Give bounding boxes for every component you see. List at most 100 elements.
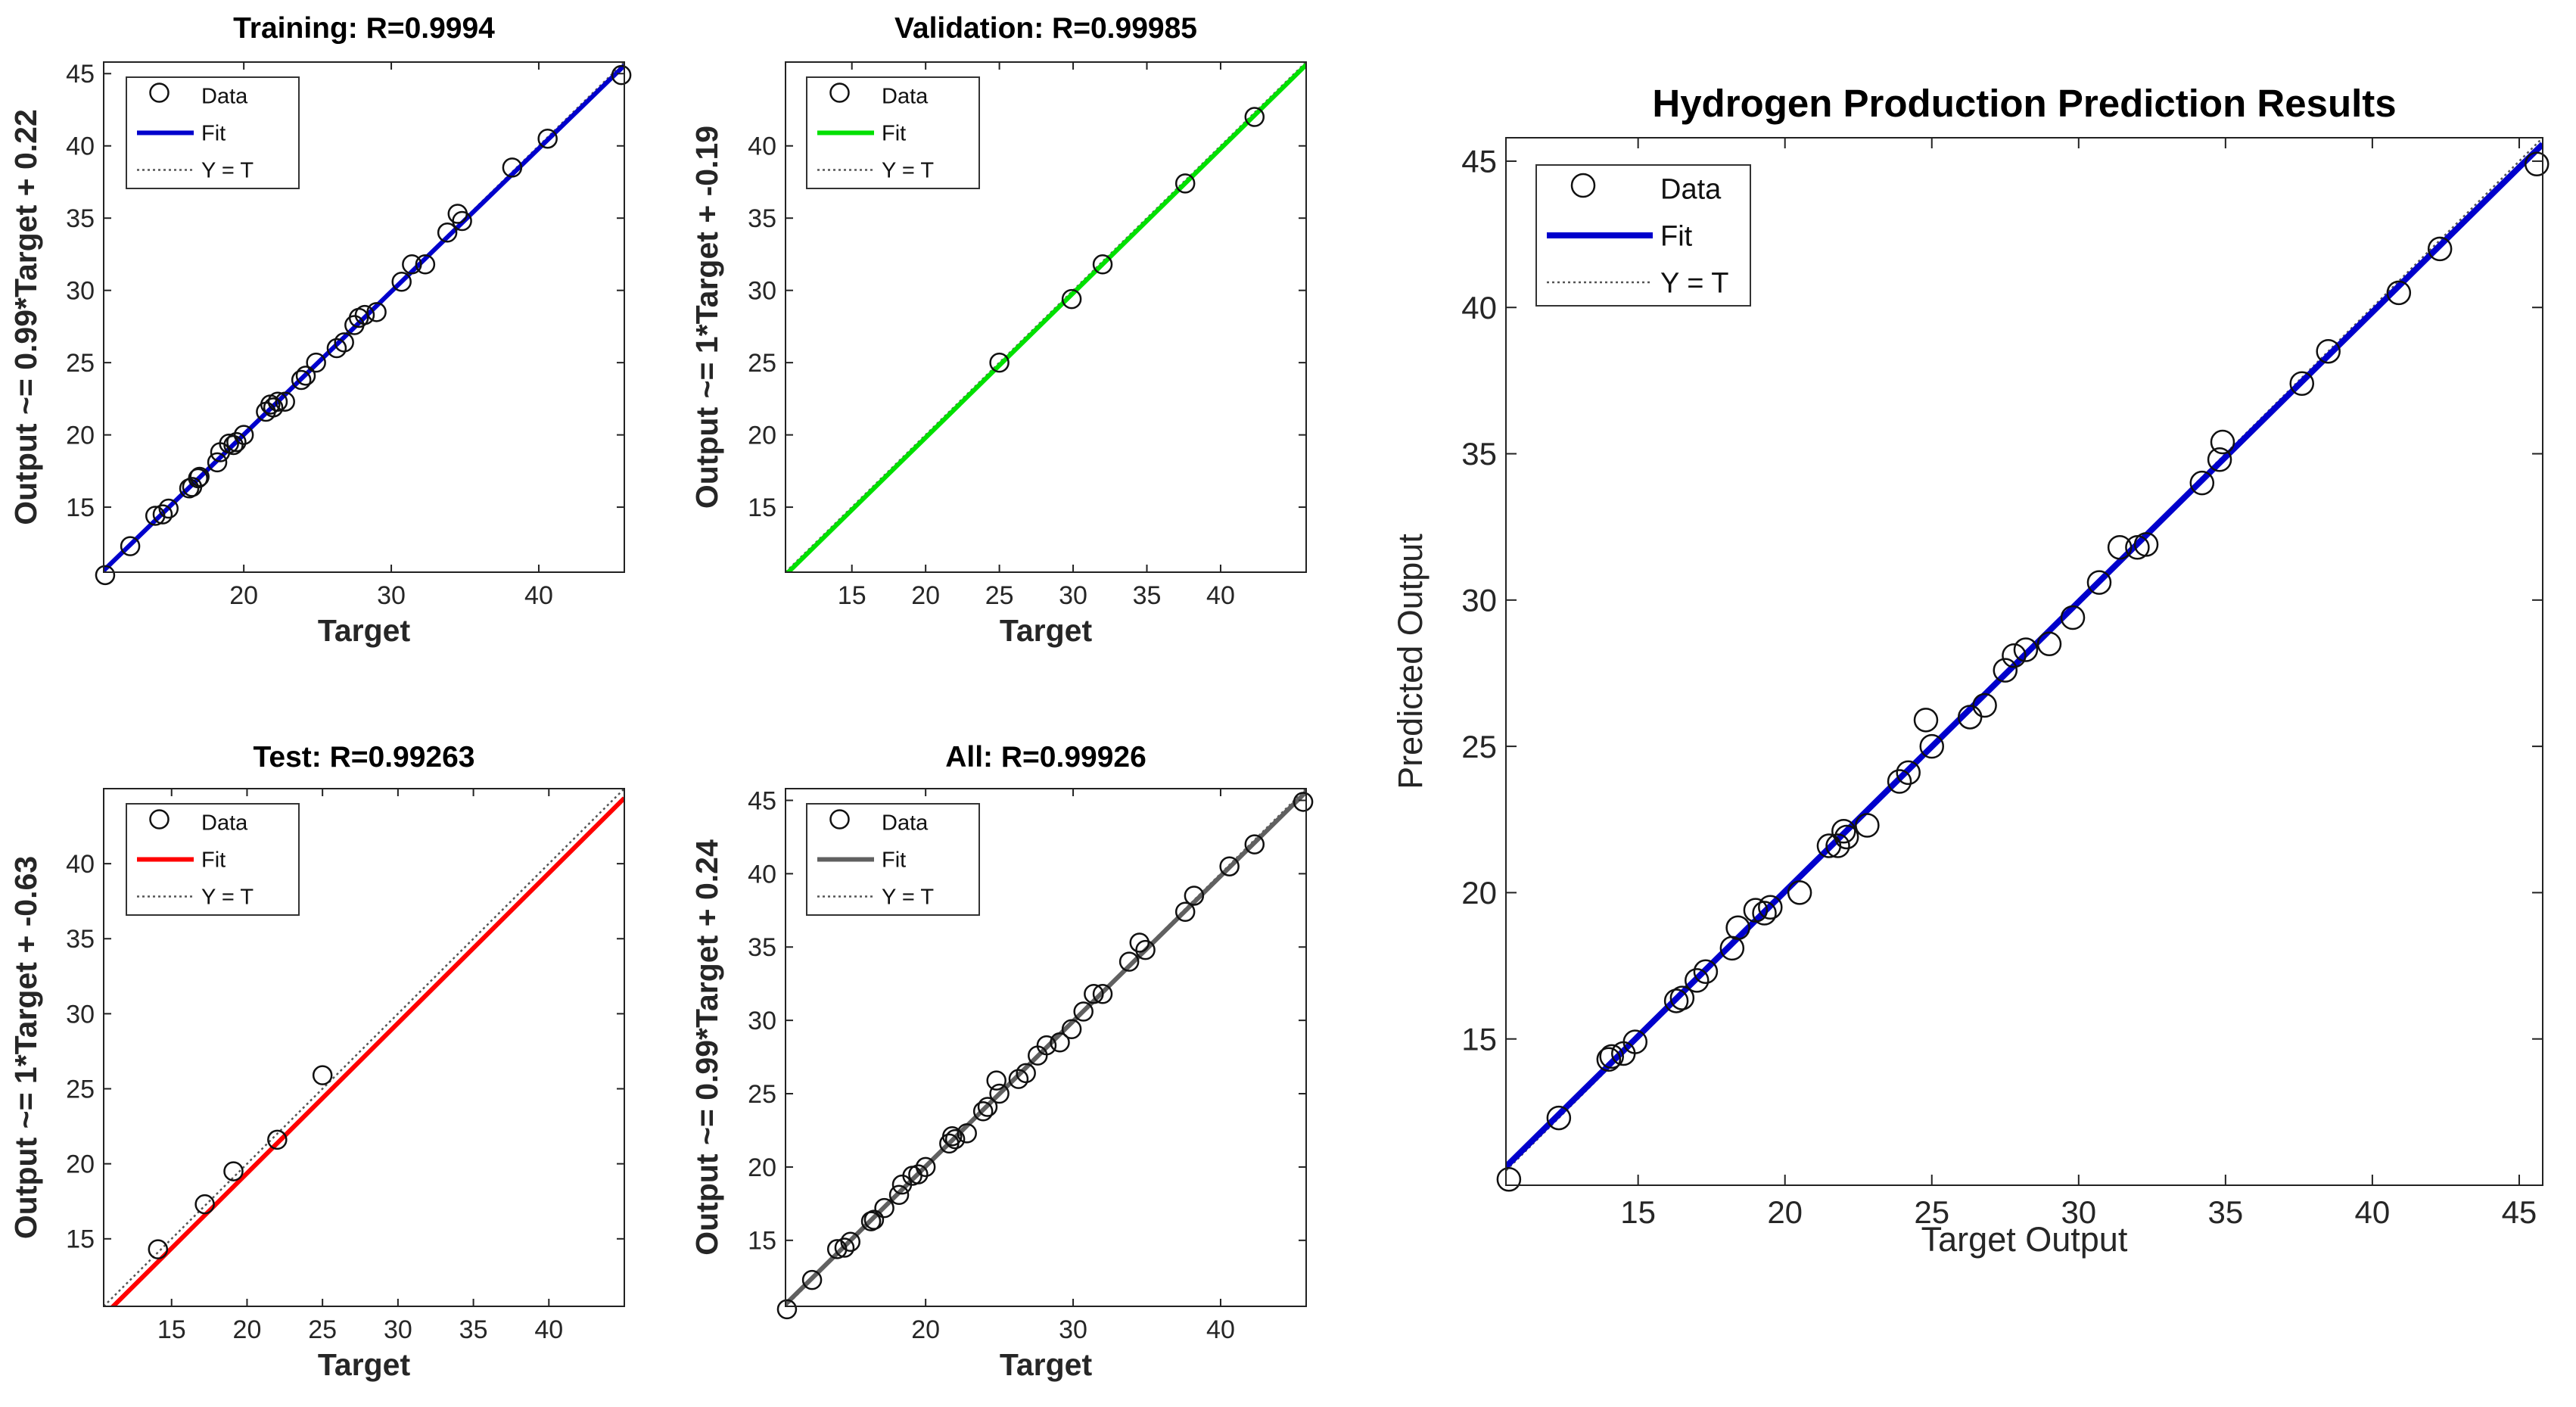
data-point [989, 1083, 1010, 1104]
x-axis-label: Target [318, 1347, 411, 1382]
legend-data-label: Data [201, 85, 248, 109]
data-point [1244, 107, 1265, 127]
data-point [2133, 532, 2159, 557]
legend-data-label: Data [882, 85, 929, 109]
data-point [1669, 985, 1695, 1010]
data-point [977, 1097, 998, 1117]
legend-fit-label: Fit [201, 848, 226, 873]
legend: Data Fit Y = T [1535, 164, 1751, 307]
data-point [2289, 371, 2315, 396]
data-point [267, 1129, 288, 1150]
data-point [223, 1161, 244, 1181]
data-point [2060, 605, 2086, 630]
plot-content [1506, 138, 2543, 1172]
y-tick-label: 25 [66, 349, 95, 378]
data-point [957, 1123, 977, 1144]
x-tick-label: 15 [1620, 1194, 1656, 1230]
data-point [402, 254, 422, 275]
data-point [1008, 1069, 1029, 1089]
data-point [941, 1125, 963, 1147]
data-point [194, 1194, 215, 1215]
legend-data-marker [829, 809, 850, 830]
chart-title: All: R=0.99926 [945, 741, 1146, 774]
data-point [1174, 901, 1196, 923]
data-point [2002, 643, 2027, 668]
x-tick-label: 35 [459, 1315, 488, 1344]
axes-box [103, 61, 625, 573]
data-point [152, 504, 173, 525]
data-point [2189, 470, 2215, 496]
y-tick-label: 20 [748, 422, 776, 450]
x-tick-label: 40 [534, 1315, 563, 1344]
y-tick-label: 15 [748, 493, 776, 522]
data-point [1972, 693, 1997, 718]
legend-identity-label: Y = T [882, 886, 934, 910]
y-axis-label: Output ~= 0.99*Target + 0.24 [689, 839, 724, 1256]
data-point [502, 157, 523, 178]
y-tick-label: 30 [66, 277, 95, 306]
data-point [1834, 824, 1859, 850]
data-point [863, 1209, 885, 1230]
data-point [2427, 236, 2453, 262]
data-point [263, 397, 284, 418]
data-point [1693, 959, 1719, 985]
data-point [1887, 769, 1912, 794]
data-point [1293, 792, 1314, 812]
data-point [611, 64, 632, 86]
fit-line [104, 64, 624, 572]
y-tick-label: 15 [66, 493, 95, 522]
x-tick-label: 40 [1206, 1315, 1235, 1344]
legend-identity-label: Y = T [201, 159, 254, 183]
data-point [2386, 280, 2412, 306]
data-point [1084, 984, 1104, 1004]
data-point [874, 1197, 894, 1219]
data-point [801, 1269, 823, 1290]
data-point [148, 1239, 169, 1259]
x-tick-label: 20 [229, 581, 258, 610]
data-point [1174, 173, 1196, 194]
plot-content [104, 62, 624, 572]
x-axis-label: Target [1000, 1347, 1093, 1382]
data-point [972, 1101, 994, 1122]
data-point [1129, 932, 1150, 953]
x-axis-label: Target [1000, 613, 1093, 648]
data-point [1752, 901, 1777, 926]
chart-title: Test: R=0.99263 [253, 741, 474, 774]
x-tick-label: 40 [2355, 1194, 2391, 1230]
data-point [1599, 1044, 1624, 1069]
data-point [2036, 631, 2062, 657]
data-point [312, 1065, 333, 1085]
data-point [986, 1070, 1006, 1091]
data-point [2524, 151, 2550, 177]
data-point [2210, 429, 2235, 455]
data-point [908, 1164, 929, 1184]
legend: Data Fit Y = T [126, 803, 300, 916]
data-point [1825, 833, 1850, 858]
data-point [275, 391, 295, 412]
y-axis-label: Output ~= 1*Target + -0.19 [689, 126, 724, 509]
x-tick-label: 30 [2061, 1194, 2096, 1230]
x-tick-label: 20 [911, 581, 940, 610]
x-tick-label: 15 [838, 581, 866, 610]
legend-fit-label: Fit [201, 122, 226, 146]
x-tick-label: 25 [308, 1315, 337, 1344]
x-tick-label: 40 [524, 581, 553, 610]
data-point [2013, 637, 2039, 662]
data-point [1135, 939, 1156, 960]
data-point [1092, 254, 1113, 275]
y-tick-label: 35 [66, 204, 95, 233]
data-point [1831, 818, 1856, 844]
data-point [223, 434, 244, 456]
y-tick-label: 30 [748, 277, 776, 306]
chart-title: Hydrogen Production Prediction Results [1652, 82, 2396, 125]
data-point [1622, 1029, 1648, 1054]
x-tick-label: 25 [1914, 1194, 1949, 1230]
chart-training: 20 30 40 15 20 25 30 35 40 45 Training: R=0.9994 Ta… [8, 12, 632, 648]
legend-fit-label: Fit [1660, 220, 1693, 252]
y-axis-label: Output ~= 0.99*Target + 0.22 [8, 109, 43, 525]
data-point [1663, 988, 1689, 1013]
axes-box [785, 61, 1307, 573]
data-point [233, 425, 254, 445]
data-point [1184, 886, 1205, 906]
y-tick-label: 30 [748, 1007, 776, 1035]
